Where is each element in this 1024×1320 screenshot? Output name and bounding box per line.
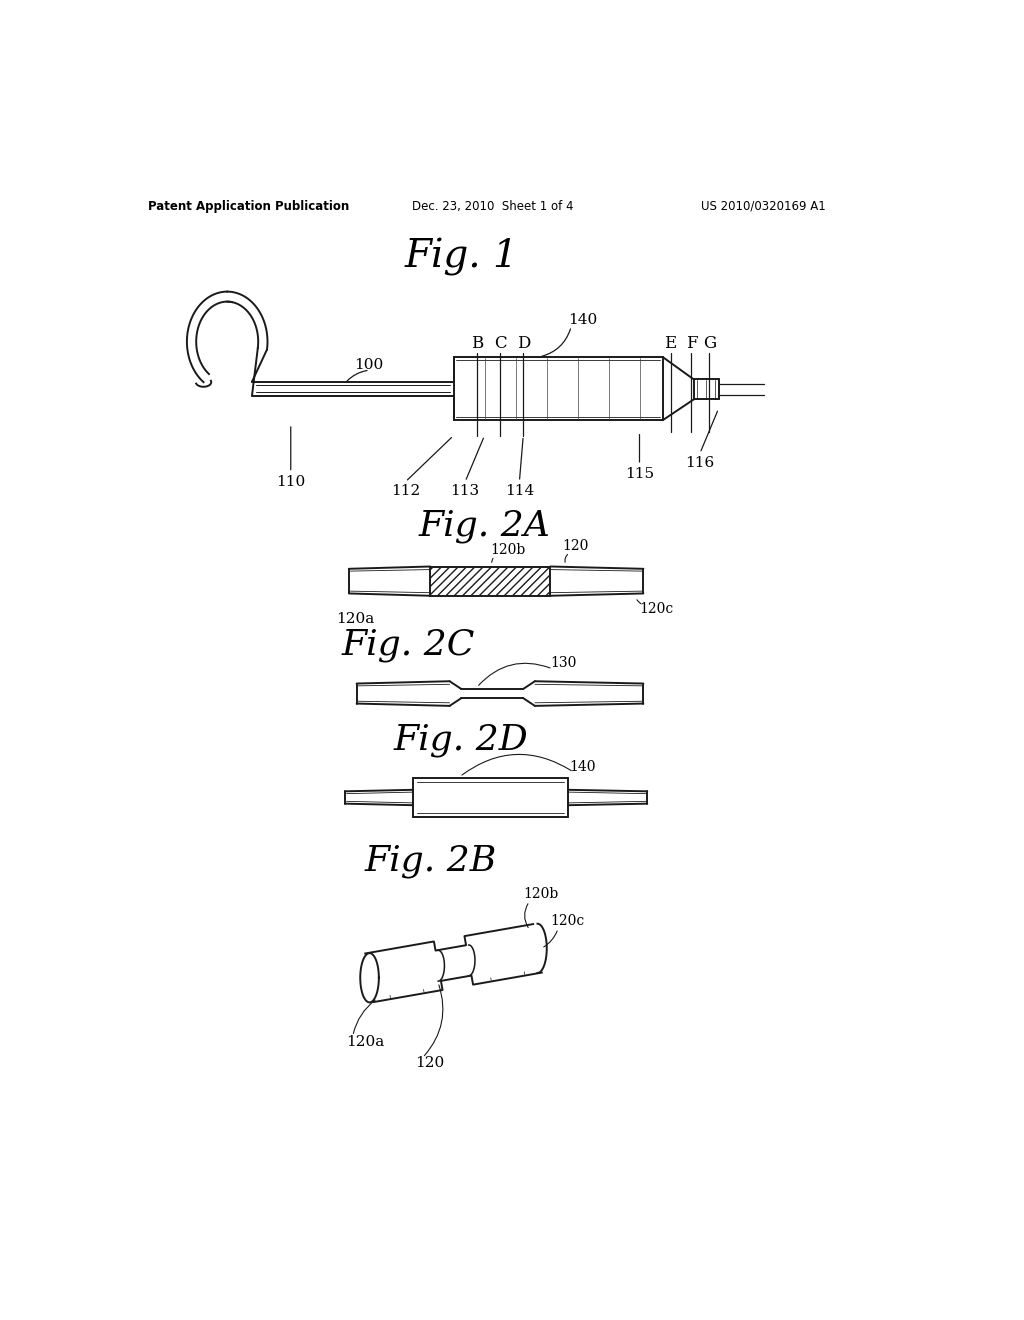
Text: 140: 140 — [568, 313, 597, 327]
Text: 120b: 120b — [523, 887, 558, 900]
Text: Fig. 2D: Fig. 2D — [394, 723, 528, 756]
Text: 120c: 120c — [550, 913, 585, 928]
Text: 120c: 120c — [640, 602, 674, 616]
Text: 120b: 120b — [490, 543, 526, 557]
Text: 120: 120 — [415, 1056, 444, 1071]
Text: Fig. 2A: Fig. 2A — [419, 510, 551, 544]
Text: B: B — [471, 335, 483, 351]
Text: 120: 120 — [562, 540, 589, 553]
Text: Fig. 2B: Fig. 2B — [365, 843, 497, 878]
Text: 114: 114 — [505, 484, 534, 498]
Text: 140: 140 — [569, 760, 596, 774]
Text: 120a: 120a — [346, 1035, 385, 1049]
Text: Fig. 1: Fig. 1 — [404, 238, 518, 276]
Text: Patent Application Publication: Patent Application Publication — [147, 199, 349, 213]
Text: 115: 115 — [625, 467, 654, 480]
Text: F: F — [686, 335, 697, 351]
Text: 110: 110 — [276, 475, 305, 488]
Text: 116: 116 — [685, 455, 715, 470]
Text: C: C — [494, 335, 506, 351]
Text: 113: 113 — [451, 484, 479, 498]
Text: Fig. 2C: Fig. 2C — [342, 628, 475, 663]
Bar — [430, 566, 550, 595]
Text: US 2010/0320169 A1: US 2010/0320169 A1 — [701, 199, 826, 213]
Text: 100: 100 — [353, 358, 383, 372]
Text: E: E — [665, 335, 677, 351]
Text: G: G — [702, 335, 716, 351]
Text: 112: 112 — [391, 484, 420, 498]
Text: 120a: 120a — [336, 612, 374, 626]
Text: Dec. 23, 2010  Sheet 1 of 4: Dec. 23, 2010 Sheet 1 of 4 — [412, 199, 573, 213]
Text: 130: 130 — [550, 656, 577, 669]
Text: D: D — [516, 335, 530, 351]
